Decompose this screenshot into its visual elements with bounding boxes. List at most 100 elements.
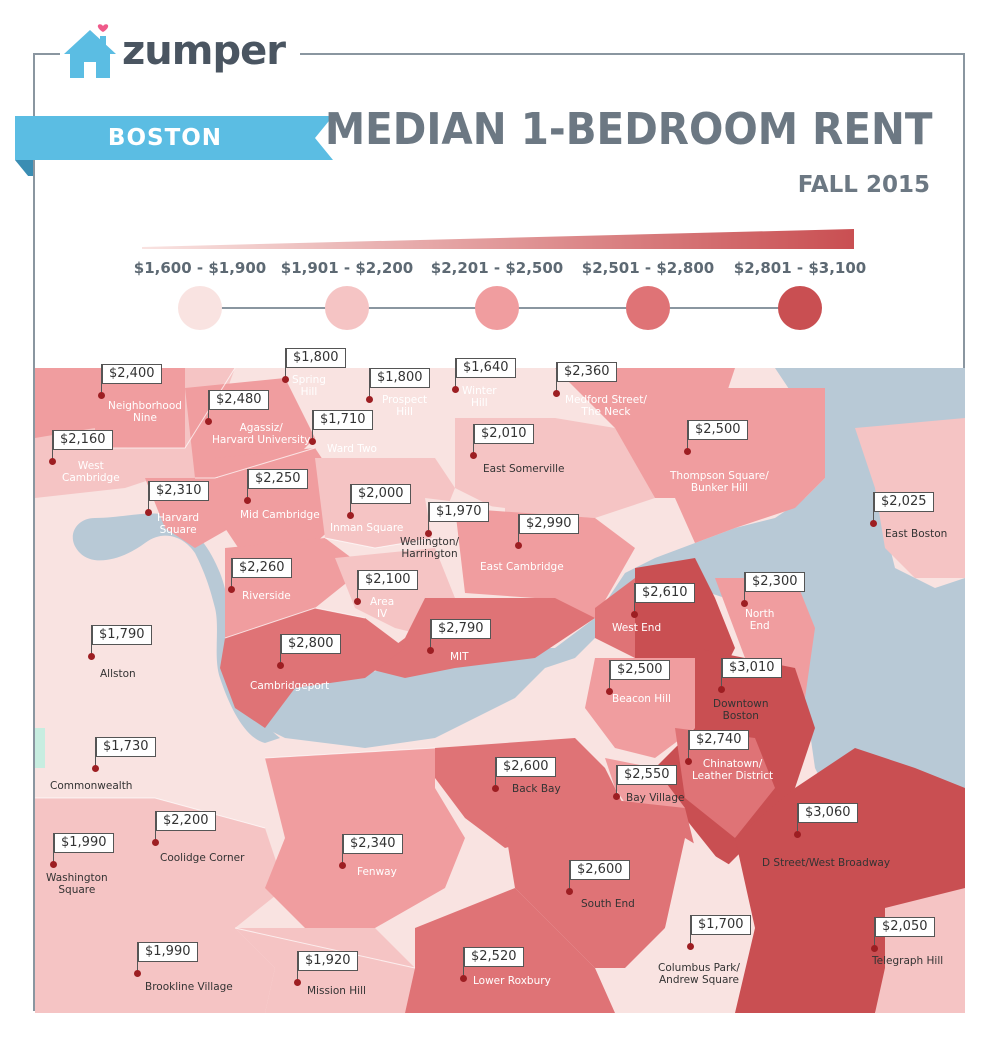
pin-dot-icon bbox=[684, 448, 691, 455]
legend-label-3: $2,201 - $2,500 bbox=[430, 259, 564, 277]
neighborhood-name-beacon-hill: Beacon Hill bbox=[612, 693, 671, 705]
pin-dot-icon bbox=[553, 390, 560, 397]
pin-stick bbox=[297, 951, 298, 981]
pin-stick bbox=[797, 803, 798, 833]
price-flag-prospect-hill: $1,800 bbox=[370, 368, 430, 388]
pin-stick bbox=[231, 558, 232, 588]
pin-stick bbox=[95, 737, 96, 767]
legend-swatch-2 bbox=[325, 286, 369, 330]
neighborhood-name-spring-hill: Spring Hill bbox=[292, 374, 326, 398]
pin-dot-icon bbox=[309, 438, 316, 445]
house-icon bbox=[64, 24, 116, 78]
pin-stick bbox=[280, 634, 281, 664]
pin-stick bbox=[52, 430, 53, 460]
pin-dot-icon bbox=[282, 376, 289, 383]
pin-dot-icon bbox=[244, 497, 251, 504]
neighborhood-name-allston: Allston bbox=[100, 668, 136, 680]
pin-dot-icon bbox=[566, 888, 573, 895]
legend-swatch-3 bbox=[475, 286, 519, 330]
pin-dot-icon bbox=[470, 452, 477, 459]
neighborhood-name-washington-square: Washington Square bbox=[46, 872, 108, 896]
pin-dot-icon bbox=[152, 839, 159, 846]
neighborhood-name-cambridgeport: Cambridgeport bbox=[250, 680, 330, 692]
pin-dot-icon bbox=[354, 598, 361, 605]
legend-label-2: $1,901 - $2,200 bbox=[280, 259, 414, 277]
pin-dot-icon bbox=[613, 793, 620, 800]
pin-stick bbox=[430, 619, 431, 649]
price-flag-d-street-west-broadway: $3,060 bbox=[798, 803, 858, 823]
pin-stick bbox=[369, 368, 370, 398]
price-flag-medford-street-the-neck: $2,360 bbox=[557, 362, 617, 382]
neighborhood-name-prospect-hill: Prospect Hill bbox=[382, 394, 428, 418]
pin-stick bbox=[53, 833, 54, 863]
pin-stick bbox=[342, 834, 343, 864]
price-flag-spring-hill: $1,800 bbox=[286, 348, 346, 368]
pin-stick bbox=[463, 947, 464, 977]
price-flag-agassiz-harvard-university: $2,480 bbox=[209, 390, 269, 410]
legend-label-4: $2,501 - $2,800 bbox=[581, 259, 715, 277]
pin-stick bbox=[874, 917, 875, 947]
neighborhood-name-mit: MIT bbox=[450, 651, 469, 663]
pin-dot-icon bbox=[687, 943, 694, 950]
pin-dot-icon bbox=[871, 945, 878, 952]
neighborhood-name-downtown-boston: Downtown Boston bbox=[713, 698, 769, 722]
neighborhood-name-back-bay: Back Bay bbox=[512, 783, 561, 795]
pin-stick bbox=[518, 514, 519, 544]
price-flag-east-boston: $2,025 bbox=[874, 492, 934, 512]
pin-dot-icon bbox=[88, 653, 95, 660]
pin-dot-icon bbox=[228, 586, 235, 593]
price-flag-ward-two: $1,710 bbox=[313, 410, 373, 430]
neighborhood-name-neighborhood-nine: Neighborhood Nine bbox=[108, 400, 182, 424]
pin-stick bbox=[495, 757, 496, 787]
pin-stick bbox=[285, 348, 286, 378]
price-flag-telegraph-hill: $2,050 bbox=[875, 917, 935, 937]
pin-stick bbox=[616, 765, 617, 795]
neighborhood-name-inman-square: Inman Square bbox=[330, 522, 404, 534]
neighborhood-name-mid-cambridge: Mid Cambridge bbox=[240, 509, 320, 521]
neighborhood-name-wellington-harrington: Wellington/ Harrington bbox=[400, 536, 460, 560]
neighborhood-name-ward-two: Ward Two bbox=[327, 443, 377, 455]
pin-stick bbox=[357, 570, 358, 600]
price-flag-bay-village: $2,550 bbox=[617, 765, 677, 785]
legend-swatch-4 bbox=[626, 286, 670, 330]
pin-dot-icon bbox=[92, 765, 99, 772]
pin-dot-icon bbox=[49, 458, 56, 465]
neighborhood-name-columbus-park-andrew-square: Columbus Park/ Andrew Square bbox=[658, 962, 740, 986]
pin-dot-icon bbox=[452, 386, 459, 393]
pin-dot-icon bbox=[631, 611, 638, 618]
price-flag-neighborhood-nine: $2,400 bbox=[102, 364, 162, 384]
legend-label-5: $2,801 - $3,100 bbox=[733, 259, 867, 277]
pin-dot-icon bbox=[460, 975, 467, 982]
price-flag-fenway: $2,340 bbox=[343, 834, 403, 854]
price-flag-lower-roxbury: $2,520 bbox=[464, 947, 524, 967]
neighborhood-name-west-cambridge: West Cambridge bbox=[62, 460, 120, 484]
price-flag-downtown-boston: $3,010 bbox=[722, 658, 782, 678]
pin-dot-icon bbox=[425, 530, 432, 537]
pin-dot-icon bbox=[741, 600, 748, 607]
pin-dot-icon bbox=[794, 831, 801, 838]
page-subtitle: FALL 2015 bbox=[797, 172, 930, 198]
price-flag-mission-hill: $1,920 bbox=[298, 951, 358, 971]
price-flag-coolidge-corner: $2,200 bbox=[156, 811, 216, 831]
pin-stick bbox=[688, 730, 689, 760]
price-flag-riverside: $2,260 bbox=[232, 558, 292, 578]
neighborhood-name-lower-roxbury: Lower Roxbury bbox=[473, 975, 551, 987]
price-flag-west-end: $2,610 bbox=[635, 583, 695, 603]
neighborhood-name-north-end: North End bbox=[745, 608, 775, 632]
neighborhood-name-harvard-square: Harvard Square bbox=[157, 512, 200, 536]
legend-label-1: $1,600 - $1,900 bbox=[133, 259, 267, 277]
pin-stick bbox=[473, 424, 474, 454]
pin-stick bbox=[247, 469, 248, 499]
price-flag-chinatown-leather-district: $2,740 bbox=[689, 730, 749, 750]
zumper-logo: zumper bbox=[60, 22, 300, 82]
pin-dot-icon bbox=[515, 542, 522, 549]
neighborhood-name-mission-hill: Mission Hill bbox=[307, 985, 366, 997]
pin-stick bbox=[744, 572, 745, 602]
neighborhood-name-bay-village: Bay Village bbox=[626, 792, 685, 804]
neighborhood-name-west-end: West End bbox=[612, 622, 662, 634]
pin-stick bbox=[687, 420, 688, 450]
pin-dot-icon bbox=[277, 662, 284, 669]
price-flag-wellington-harrington: $1,970 bbox=[429, 502, 489, 522]
neighborhood-name-agassiz-harvard-university: Agassiz/ Harvard University bbox=[212, 422, 311, 446]
neighborhood-name-east-boston: East Boston bbox=[885, 528, 948, 540]
